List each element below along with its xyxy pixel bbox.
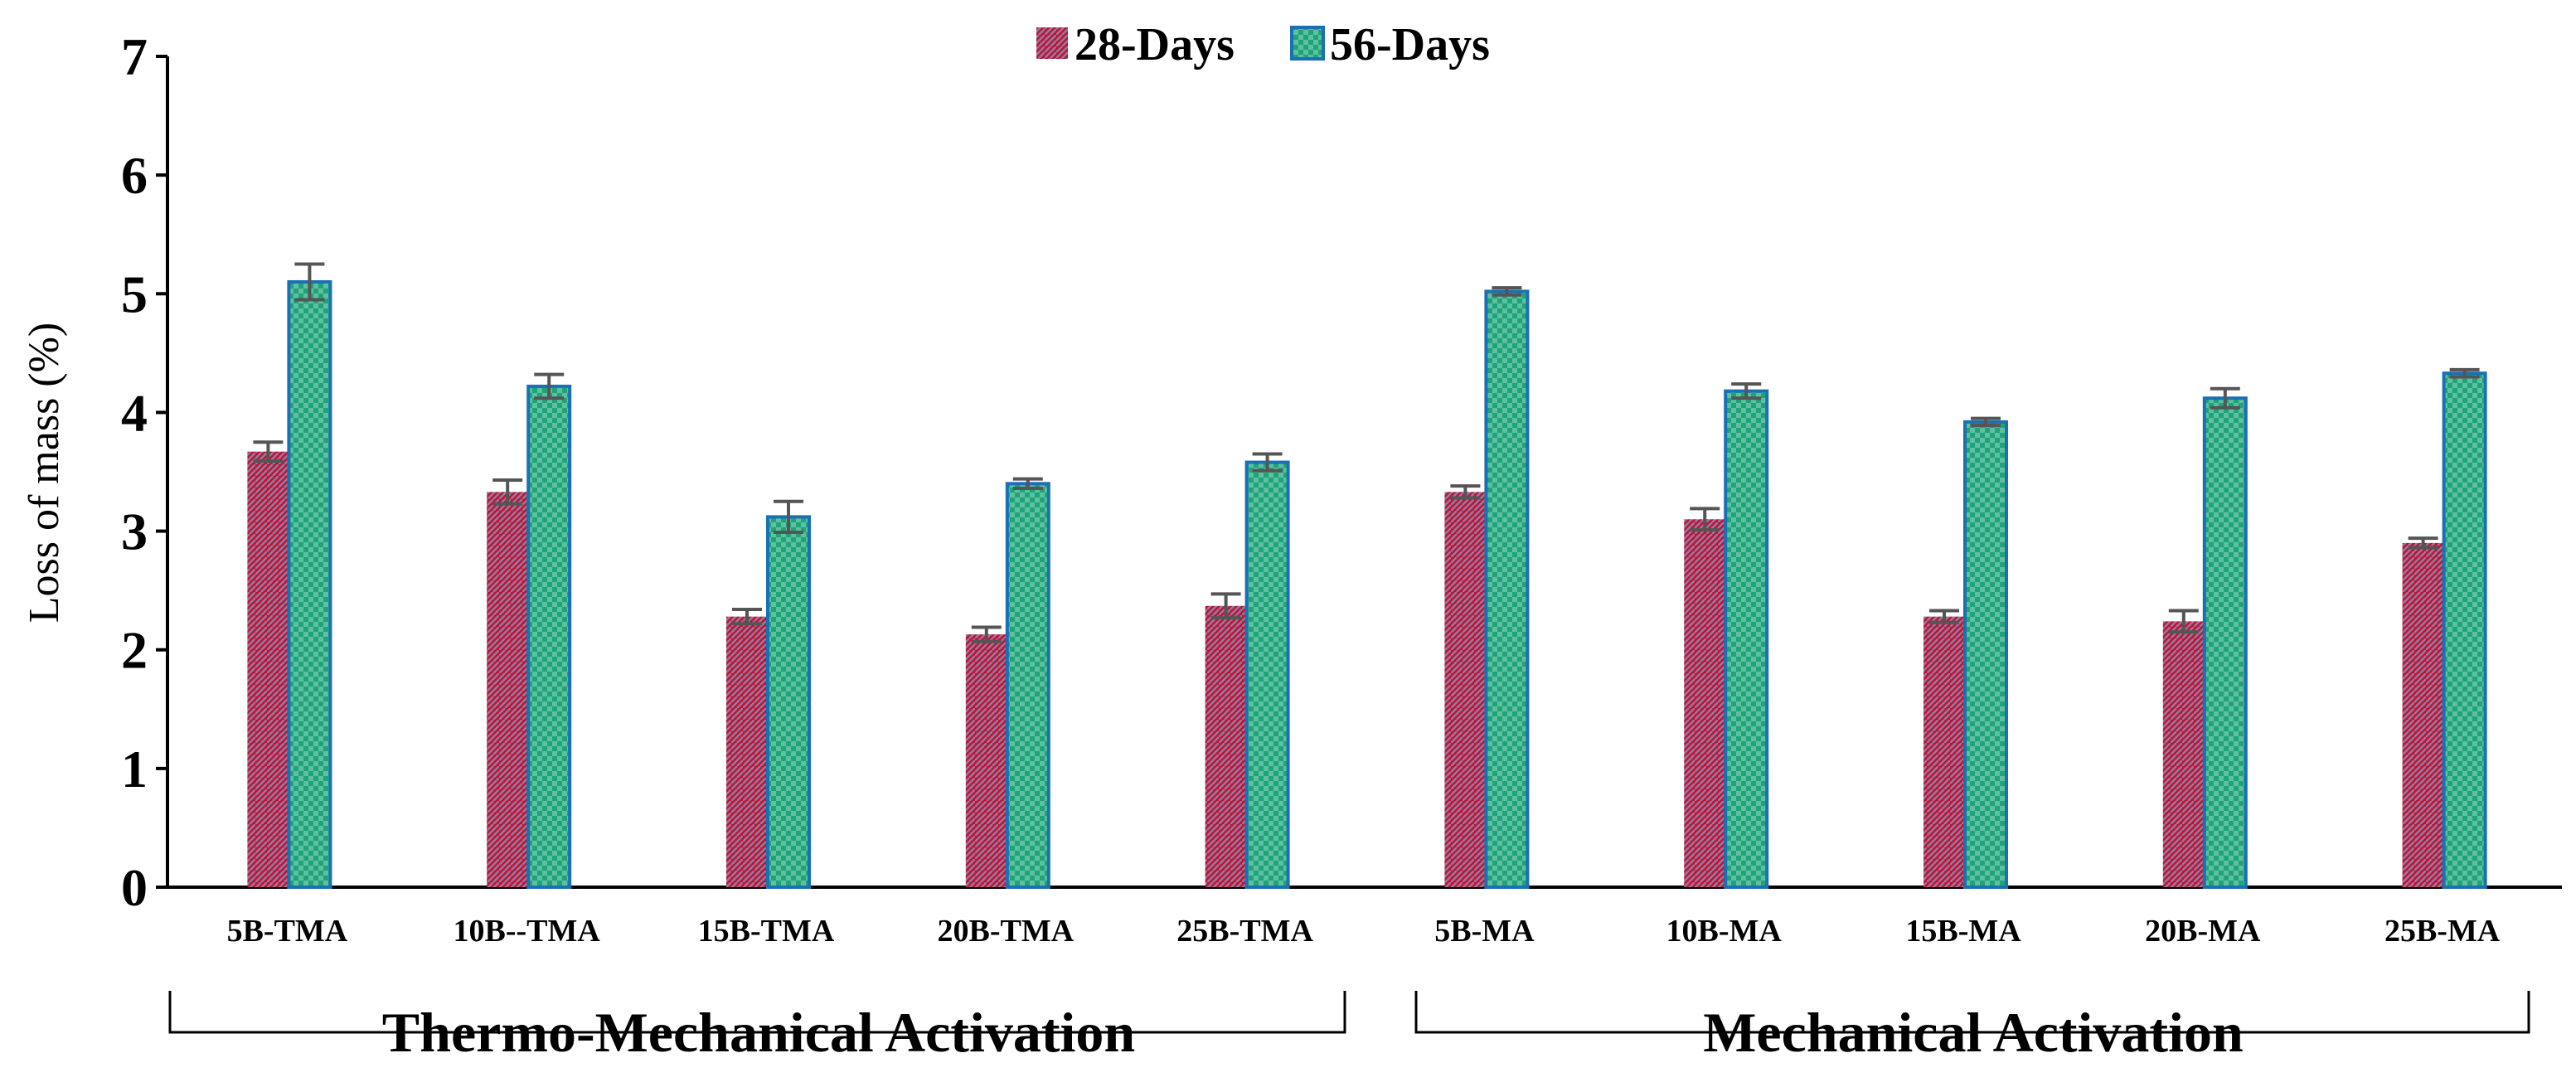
x-axis-ticks: 5B-TMA 10B--TMA 15B-TMA 20B-TMA 25B-TMA 5B-MA… xyxy=(227,914,2501,949)
y-tick-label: 4 xyxy=(121,383,148,442)
bar-28-days-20b-ma xyxy=(2162,621,2205,887)
bar-56-days-25b-tma xyxy=(1244,460,1290,889)
bar-28-days-25b-ma xyxy=(2402,542,2444,887)
bar-56-days-15b-tma xyxy=(766,515,811,889)
x-tick-label: 25B-TMA xyxy=(1176,914,1313,949)
y-tick-label: 0 xyxy=(121,858,148,917)
legend: 28-Days 56-Days xyxy=(1036,19,1490,70)
legend-label-28-days: 28-Days xyxy=(1075,19,1235,70)
y-tick-label: 1 xyxy=(121,740,148,798)
y-axis-ticks: 0 1 2 3 4 5 6 7 xyxy=(121,27,167,917)
bar-56-days-10b--tma xyxy=(526,384,572,889)
group-bracket-mechanical: Mechanical Activation xyxy=(1414,991,2530,1064)
x-tick-label: 10B-MA xyxy=(1666,914,1783,949)
bar-28-days-5b-tma xyxy=(247,451,289,887)
bar-28-days-5b-ma xyxy=(1444,492,1487,887)
y-axis-label: Loss of mass (%) xyxy=(21,323,68,624)
x-tick-label: 20B-TMA xyxy=(937,914,1074,949)
x-tick-label: 25B-MA xyxy=(2384,914,2501,949)
y-tick-label: 7 xyxy=(121,27,148,86)
bar-56-days-20b-tma xyxy=(1005,482,1050,889)
group-bracket-thermo-mechanical: Thermo-Mechanical Activation xyxy=(168,991,1346,1064)
legend-swatch-28-days xyxy=(1036,27,1068,59)
bar-28-days-10b-ma xyxy=(1684,519,1726,887)
bar-28-days-20b-tma xyxy=(965,634,1007,887)
bar-56-days-5b-tma xyxy=(287,279,332,889)
bar-56-days-5b-ma xyxy=(1484,289,1530,889)
x-tick-label: 5B-MA xyxy=(1434,914,1535,949)
y-tick-label: 3 xyxy=(121,502,148,561)
x-tick-label: 20B-MA xyxy=(2145,914,2261,949)
bar-28-days-25b-tma xyxy=(1205,605,1247,887)
legend-swatch-56-days xyxy=(1290,26,1325,61)
bar-56-days-15b-ma xyxy=(1963,420,2008,889)
bar-28-days-10b--tma xyxy=(487,492,529,887)
legend-label-56-days: 56-Days xyxy=(1330,19,1490,70)
y-tick-label: 6 xyxy=(121,146,148,205)
group-label-thermo-mechanical: Thermo-Mechanical Activation xyxy=(382,1001,1135,1064)
group-label-mechanical: Mechanical Activation xyxy=(1703,1001,2244,1064)
bar-28-days-15b-tma xyxy=(726,616,768,887)
bars xyxy=(247,262,2487,890)
x-tick-label: 10B--TMA xyxy=(454,914,601,949)
bar-56-days-20b-ma xyxy=(2202,396,2248,890)
y-tick-label: 5 xyxy=(121,264,148,323)
y-tick-label: 2 xyxy=(121,621,148,680)
x-tick-label: 15B-TMA xyxy=(698,914,835,949)
bar-56-days-10b-ma xyxy=(1724,389,1769,890)
bar-56-days-25b-ma xyxy=(2442,371,2487,890)
x-tick-label: 15B-MA xyxy=(1905,914,2021,949)
bar-28-days-15b-ma xyxy=(1924,616,1965,887)
x-tick-label: 5B-TMA xyxy=(227,914,348,949)
